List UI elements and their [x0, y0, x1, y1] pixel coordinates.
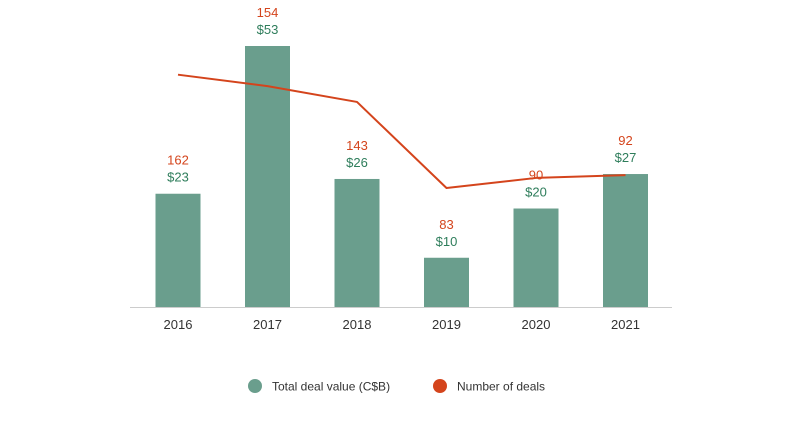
deal-count-label-2021: 92 [618, 133, 632, 148]
x-tick-label-2017: 2017 [253, 317, 282, 332]
bar-2021 [603, 174, 648, 307]
x-axis-ticks: 2016 2017 2018 2019 2020 2021 [164, 317, 640, 332]
legend: Total deal value (C$B) Number of deals [248, 379, 545, 394]
bar-value-label-2021: $27 [615, 150, 637, 165]
bar-2016 [155, 193, 201, 307]
x-tick-label-2019: 2019 [432, 317, 461, 332]
bar-value-label-2017: $53 [257, 22, 279, 37]
x-tick-label-2018: 2018 [343, 317, 372, 332]
legend-item-bar: Total deal value (C$B) [248, 379, 390, 394]
deal-count-label-2017: 154 [257, 5, 279, 20]
legend-marker-number-of-deals [433, 379, 447, 393]
bar-value-label-2019: $10 [436, 234, 458, 249]
legend-item-line: Number of deals [433, 379, 545, 394]
line-number-of-deals [177, 73, 626, 189]
deal-count-label-2018: 143 [346, 138, 368, 153]
bar-2020 [513, 208, 559, 307]
bar-value-label-2018: $26 [346, 155, 368, 170]
x-tick-label-2021: 2021 [611, 317, 640, 332]
x-tick-label-2020: 2020 [522, 317, 551, 332]
bar-2019 [424, 257, 469, 307]
bar-value-label-2016: $23 [167, 170, 189, 185]
deal-count-label-2016: 162 [167, 153, 189, 168]
legend-marker-total-deal-value [248, 379, 262, 393]
legend-label-total-deal-value: Total deal value (C$B) [272, 380, 390, 394]
deal-count-label-2020: 90 [529, 168, 543, 183]
labels-layer: $23 162 $53 154 $26 143 $10 83 $20 90 $27 92 [167, 5, 636, 249]
x-tick-label-2016: 2016 [164, 317, 193, 332]
deal-count-label-2019: 83 [439, 217, 453, 232]
legend-label-number-of-deals: Number of deals [457, 380, 545, 394]
bar-2018 [334, 178, 380, 307]
bar-value-label-2020: $20 [525, 185, 547, 200]
line-layer [177, 73, 626, 189]
